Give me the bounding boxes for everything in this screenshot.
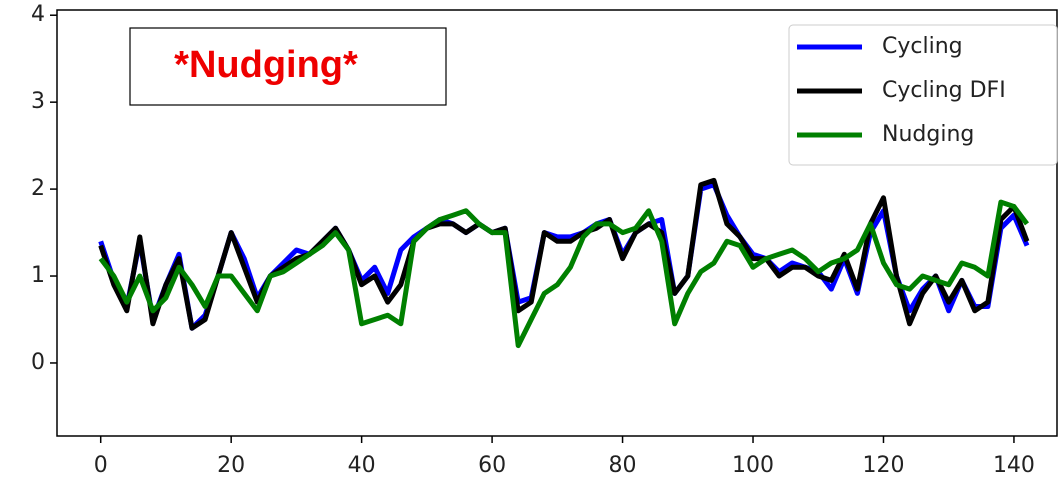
annotation: *Nudging* [174, 44, 358, 86]
y-tick-label: 0 [31, 350, 45, 375]
series-line [98, 199, 1029, 349]
legend-label: Cycling DFI [882, 78, 1006, 103]
y-tick-label: 3 [31, 89, 45, 114]
annotation-box [129, 27, 447, 106]
plot-frame [56, 9, 1058, 437]
y-tick-label: 4 [31, 2, 45, 27]
x-tick-label: 80 [609, 453, 637, 478]
x-tick-label: 40 [348, 453, 376, 478]
y-tick-label: 2 [31, 176, 45, 201]
x-tick-label: 100 [732, 453, 774, 478]
legend-box [788, 24, 1058, 166]
x-tick-label: 140 [993, 453, 1035, 478]
x-tick-label: 20 [217, 453, 245, 478]
legend-label: Cycling [882, 34, 963, 59]
x-tick-label: 0 [94, 453, 108, 478]
x-tick-label: 60 [478, 453, 506, 478]
legend-label: Nudging [882, 122, 974, 147]
y-tick-label: 1 [31, 263, 45, 288]
series-line [98, 177, 1030, 331]
x-tick-label: 120 [862, 453, 904, 478]
